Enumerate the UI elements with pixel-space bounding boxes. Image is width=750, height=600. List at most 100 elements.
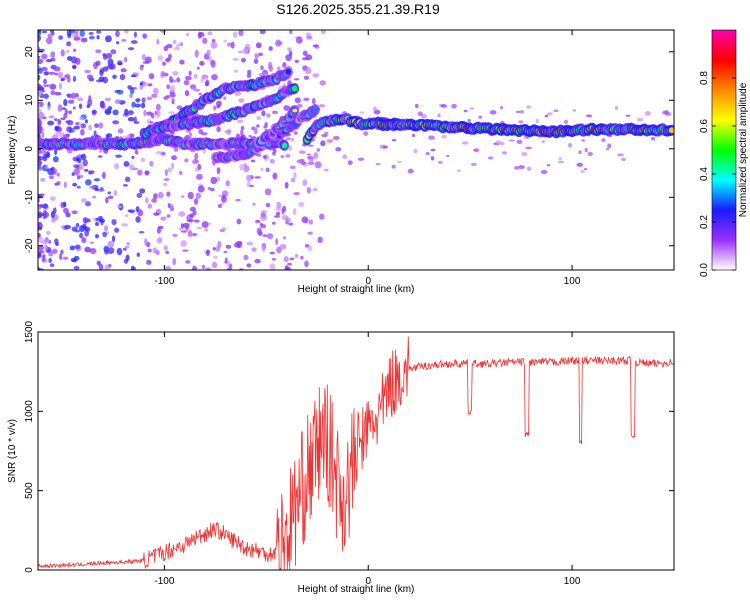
noise-speckle xyxy=(151,198,157,203)
noise-speckle xyxy=(197,163,202,171)
noise-speckle xyxy=(84,119,89,124)
noise-speckle xyxy=(166,214,171,218)
noise-speckle xyxy=(170,92,176,98)
noise-speckle xyxy=(41,131,45,139)
noise-speckle xyxy=(187,230,193,238)
noise-speckle xyxy=(58,35,64,40)
noise-speckle xyxy=(282,236,287,240)
noise-speckle xyxy=(121,223,128,227)
noise-speckle xyxy=(54,126,59,131)
noise-speckle xyxy=(58,82,63,90)
spectrogram-y-tick-label: -20 xyxy=(24,238,35,253)
noise-speckle xyxy=(120,68,127,73)
noise-speckle xyxy=(294,59,299,63)
noise-speckle xyxy=(68,110,72,115)
noise-speckle xyxy=(102,171,106,179)
noise-speckle xyxy=(407,168,414,174)
noise-speckle xyxy=(430,156,435,161)
noise-speckle xyxy=(146,111,153,116)
noise-speckle xyxy=(294,97,301,104)
noise-speckle xyxy=(81,237,87,244)
noise-speckle xyxy=(171,98,175,105)
ridge-peak xyxy=(292,108,298,113)
noise-speckle xyxy=(127,85,133,90)
noise-speckle xyxy=(80,123,87,129)
noise-speckle xyxy=(57,71,64,79)
noise-speckle xyxy=(94,123,99,128)
noise-speckle xyxy=(271,151,276,156)
noise-speckle xyxy=(129,164,135,171)
colorbar: 0.0 0.2 0.4 0.6 0.8 Normalized spectral ampl… xyxy=(699,29,749,277)
noise-speckle xyxy=(156,110,161,118)
noise-speckle xyxy=(198,128,204,135)
noise-speckle xyxy=(260,65,264,71)
noise-speckle xyxy=(184,90,190,97)
noise-speckle xyxy=(49,83,57,90)
snr-y-tick-label: 1000 xyxy=(24,400,35,423)
noise-speckle xyxy=(91,109,98,115)
noise-speckle xyxy=(553,109,559,113)
noise-speckle xyxy=(217,203,222,208)
noise-speckle xyxy=(251,247,257,252)
noise-speckle xyxy=(135,216,141,223)
noise-speckle xyxy=(193,219,200,223)
noise-speckle xyxy=(98,122,104,129)
noise-speckle xyxy=(124,176,131,183)
noise-speckle xyxy=(38,211,43,218)
noise-speckle xyxy=(207,222,212,226)
noise-speckle xyxy=(38,74,41,81)
noise-speckle xyxy=(129,93,133,99)
noise-speckle xyxy=(194,49,199,57)
snr-y-label: SNR (10 * v/v) xyxy=(7,419,18,483)
noise-speckle xyxy=(45,168,50,172)
noise-speckle xyxy=(250,159,256,163)
noise-speckle xyxy=(307,161,315,166)
noise-speckle xyxy=(168,111,176,115)
noise-speckle xyxy=(148,73,155,80)
spectrogram-x-label: Height of straight line (km) xyxy=(298,284,415,295)
noise-speckle xyxy=(84,69,91,74)
noise-speckle xyxy=(73,259,77,263)
noise-speckle xyxy=(97,188,105,192)
noise-speckle xyxy=(289,30,293,35)
ridge-core xyxy=(312,106,319,113)
noise-speckle xyxy=(211,63,216,69)
noise-speckle xyxy=(306,35,313,40)
noise-speckle xyxy=(213,105,217,111)
noise-speckle xyxy=(272,221,276,225)
noise-speckle xyxy=(317,236,323,244)
noise-speckle xyxy=(347,160,353,166)
noise-speckle xyxy=(201,74,209,80)
noise-speckle xyxy=(304,218,308,224)
noise-speckle xyxy=(180,240,187,248)
noise-speckle xyxy=(246,174,252,182)
noise-speckle xyxy=(261,245,266,252)
noise-speckle xyxy=(198,92,202,96)
noise-speckle xyxy=(146,259,152,265)
noise-speckle xyxy=(320,140,326,147)
snr-y-tick-label: 1500 xyxy=(24,320,35,343)
noise-speckle xyxy=(167,167,172,173)
noise-speckle xyxy=(127,47,135,51)
ridge-sweep-2 xyxy=(149,82,300,136)
noise-speckle xyxy=(268,65,273,72)
noise-speckle xyxy=(126,242,130,246)
noise-speckle xyxy=(463,109,468,113)
noise-speckle xyxy=(53,66,61,72)
noise-speckle xyxy=(52,248,58,254)
spectrogram-y-label: Frequency (Hz) xyxy=(7,116,18,185)
noise-speckle xyxy=(232,57,239,61)
noise-speckle xyxy=(149,121,154,124)
noise-speckle xyxy=(187,191,194,200)
noise-speckle xyxy=(285,217,291,223)
noise-speckle xyxy=(470,162,477,166)
noise-speckle xyxy=(62,107,66,110)
noise-speckle xyxy=(141,53,146,61)
noise-speckle xyxy=(116,247,123,256)
ridge-sweep-4 xyxy=(251,105,300,151)
noise-speckle xyxy=(45,59,53,63)
snr-y-tick-label: 0 xyxy=(24,567,35,573)
noise-speckle xyxy=(38,232,41,238)
noise-speckle xyxy=(621,157,627,162)
